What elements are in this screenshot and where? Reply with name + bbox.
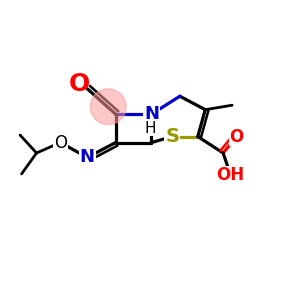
Circle shape xyxy=(90,89,126,124)
Text: S: S xyxy=(165,127,179,146)
Text: O: O xyxy=(230,128,244,146)
Text: N: N xyxy=(144,105,159,123)
Text: H: H xyxy=(144,121,156,136)
Text: O: O xyxy=(54,134,67,152)
Text: OH: OH xyxy=(217,167,245,184)
Text: N: N xyxy=(80,148,95,166)
Text: O: O xyxy=(69,72,91,96)
